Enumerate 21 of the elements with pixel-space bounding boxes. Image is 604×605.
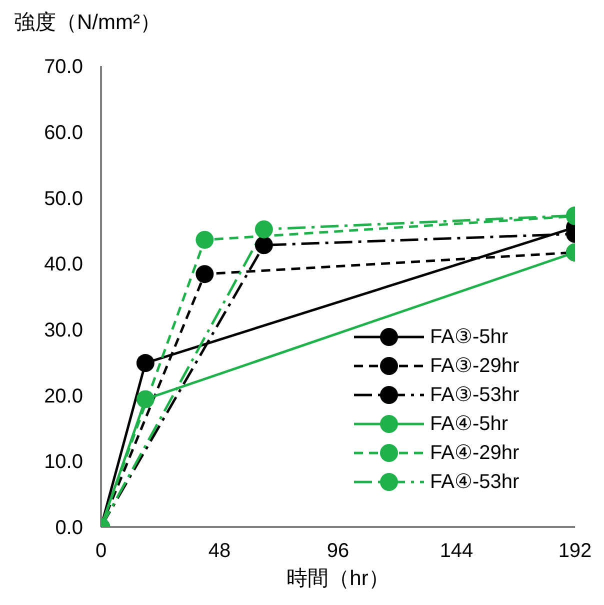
legend-label: FA③-5hr — [430, 325, 508, 349]
legend-label: FA④-5hr — [430, 412, 508, 436]
x-axis-title: 時間（hr） — [286, 567, 390, 590]
x-tick-label: 96 — [326, 540, 350, 562]
y-tick-label: 10.0 — [44, 451, 83, 474]
y-axis-title: 強度（N/mm²） — [14, 10, 161, 36]
x-tick-label: 0 — [95, 540, 107, 562]
legend-label: FA③-53hr — [430, 383, 520, 407]
x-tick-label: 48 — [208, 540, 231, 562]
legend-label: FA④-53hr — [430, 470, 520, 494]
y-tick-label: 40.0 — [44, 254, 83, 276]
legend-label: FA④-29hr — [430, 441, 520, 465]
x-tick-label: 144 — [440, 540, 474, 562]
y-tick-label: 50.0 — [44, 188, 83, 210]
y-tick-label: 60.0 — [44, 122, 83, 144]
x-tick-label: 192 — [558, 540, 592, 562]
y-tick-label: 30.0 — [44, 320, 83, 342]
legend-label: FA③-29hr — [430, 354, 520, 378]
y-tick-label: 20.0 — [44, 385, 83, 408]
y-tick-label: 0.0 — [55, 517, 83, 540]
y-tick-label: 70.0 — [44, 56, 83, 78]
